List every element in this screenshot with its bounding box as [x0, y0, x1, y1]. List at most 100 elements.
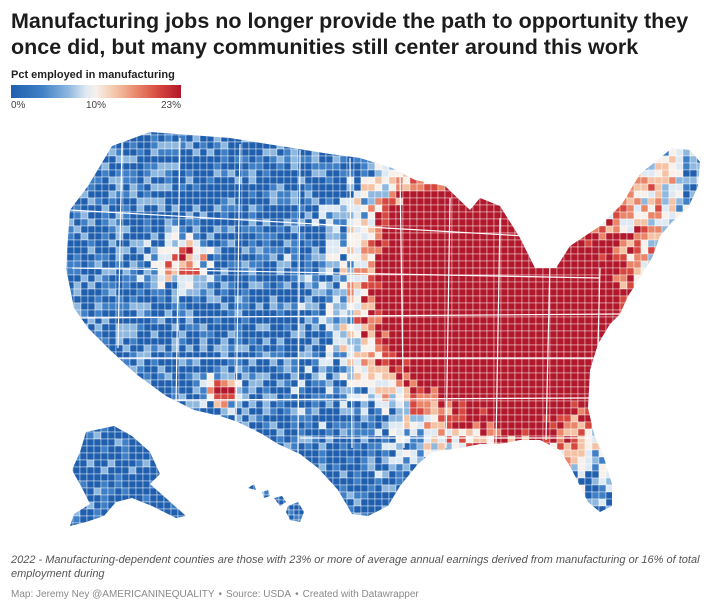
county-cell [199, 456, 208, 465]
county-cell [248, 260, 257, 269]
county-cell [668, 132, 677, 136]
county-cell [430, 358, 439, 367]
county-cell [465, 183, 474, 192]
county-cell [353, 295, 362, 304]
county-cell [367, 141, 376, 150]
county-cell [661, 379, 670, 388]
county-cell [689, 169, 698, 178]
county-cell [612, 148, 621, 157]
county-cell [80, 498, 89, 507]
county-cell [248, 288, 257, 297]
county-cell [654, 414, 663, 423]
county-cell [647, 330, 656, 339]
county-cell [213, 281, 222, 290]
county-cell [87, 162, 96, 171]
county-cell [612, 132, 621, 136]
county-cell [437, 470, 446, 479]
county-cell [227, 491, 236, 500]
county-cell [661, 470, 670, 479]
county-cell [458, 477, 467, 486]
county-cell [542, 442, 551, 451]
county-cell [297, 477, 306, 486]
county-cell [402, 232, 411, 241]
county-cell [367, 302, 376, 311]
county-cell [234, 435, 243, 444]
county-cell [591, 442, 600, 451]
county-cell [437, 491, 446, 500]
county-cell [654, 197, 663, 206]
county-cell [472, 225, 481, 234]
county-cell [157, 323, 166, 332]
county-cell [633, 449, 642, 458]
county-cell [535, 204, 544, 213]
county-cell [241, 442, 250, 451]
county-cell [661, 302, 670, 311]
county-cell [185, 204, 194, 213]
county-cell [535, 183, 544, 192]
county-cell [430, 281, 439, 290]
county-cell [248, 428, 257, 437]
county-cell [73, 267, 82, 276]
county-cell [479, 134, 488, 143]
county-cell [500, 295, 509, 304]
county-cell [388, 246, 397, 255]
county-cell [318, 428, 327, 437]
county-cell [591, 379, 600, 388]
county-cell [157, 449, 166, 458]
county-cell [514, 295, 523, 304]
county-cell [164, 288, 173, 297]
county-cell [185, 232, 194, 241]
county-cell [626, 132, 635, 136]
county-cell [290, 428, 299, 437]
county-cell [577, 176, 586, 185]
county-cell [563, 176, 572, 185]
county-cell [493, 442, 502, 451]
county-cell [640, 190, 649, 199]
county-cell [479, 309, 488, 318]
county-cell [353, 470, 362, 479]
county-cell [136, 288, 145, 297]
county-cell [465, 484, 474, 493]
county-cell [346, 498, 355, 507]
county-cell [395, 449, 404, 458]
county-cell [493, 253, 502, 262]
county-cell [66, 295, 68, 304]
county-cell [570, 344, 579, 353]
county-cell [129, 246, 138, 255]
county-cell [675, 456, 684, 465]
county-cell [234, 141, 243, 150]
county-cell [311, 330, 320, 339]
county-cell [479, 386, 488, 395]
county-cell [696, 421, 700, 430]
county-cell [213, 274, 222, 283]
county-cell [570, 132, 579, 136]
county-cell [101, 407, 110, 416]
county-cell [696, 365, 700, 374]
county-cell [479, 141, 488, 150]
county-cell [626, 393, 635, 402]
county-cell [143, 330, 152, 339]
county-cell [556, 288, 565, 297]
county-cell [325, 176, 334, 185]
county-cell [528, 225, 537, 234]
county-cell [507, 400, 516, 409]
county-cell [213, 456, 222, 465]
county-cell [311, 316, 320, 325]
county-cell [507, 155, 516, 164]
county-cell [199, 295, 208, 304]
county-cell [185, 442, 194, 451]
county-cell [388, 421, 397, 430]
county-cell [661, 344, 670, 353]
county-cell [647, 316, 656, 325]
county-cell [66, 484, 68, 493]
county-cell [619, 211, 628, 220]
county-cell [598, 218, 607, 227]
county-cell [129, 253, 138, 262]
county-cell [633, 435, 642, 444]
county-cell [73, 400, 82, 409]
county-cell [479, 491, 488, 500]
county-cell [514, 253, 523, 262]
county-cell [563, 239, 572, 248]
county-cell [213, 379, 222, 388]
county-cell [332, 176, 341, 185]
